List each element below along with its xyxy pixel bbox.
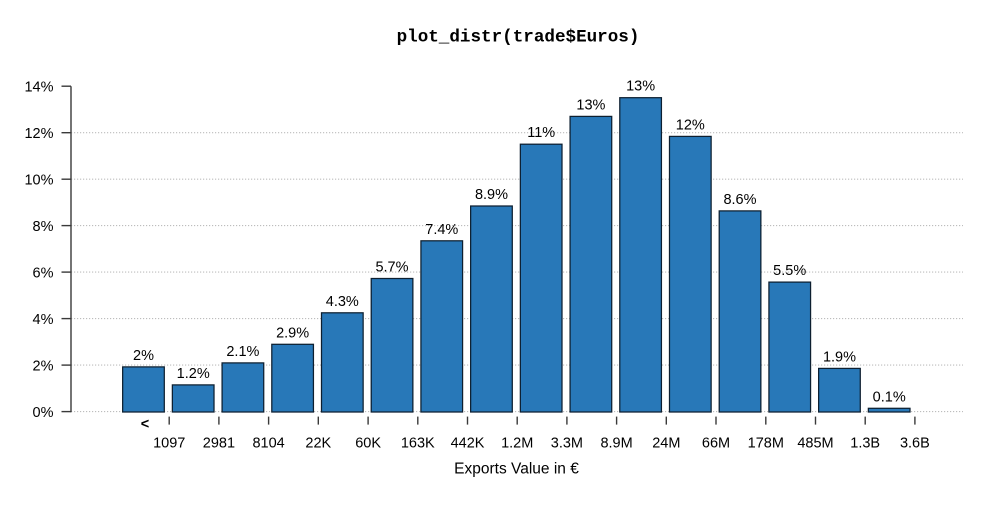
svg-text:2.1%: 2.1% [226, 344, 259, 360]
svg-text:4.3%: 4.3% [326, 294, 359, 310]
svg-text:1.2%: 1.2% [177, 366, 210, 382]
svg-text:1.9%: 1.9% [823, 349, 856, 365]
svg-text:14%: 14% [24, 79, 53, 95]
svg-text:1.2M: 1.2M [501, 436, 533, 452]
svg-text:12%: 12% [676, 117, 705, 133]
svg-text:8104: 8104 [252, 436, 284, 452]
svg-text:6%: 6% [33, 265, 54, 281]
svg-text:2.9%: 2.9% [276, 325, 309, 341]
svg-text:10%: 10% [24, 172, 53, 188]
svg-text:3.3M: 3.3M [551, 436, 583, 452]
svg-text:442K: 442K [451, 436, 485, 452]
svg-text:0%: 0% [33, 405, 54, 421]
svg-text:24M: 24M [652, 436, 680, 452]
svg-text:13%: 13% [576, 97, 605, 113]
svg-text:8.9%: 8.9% [475, 187, 508, 203]
svg-text:0.1%: 0.1% [873, 389, 906, 405]
svg-text:8.6%: 8.6% [723, 192, 756, 208]
svg-text:60K: 60K [355, 436, 381, 452]
svg-text:8.9M: 8.9M [600, 436, 632, 452]
svg-text:8%: 8% [33, 219, 54, 235]
svg-text:485M: 485M [797, 436, 833, 452]
svg-text:22K: 22K [305, 436, 331, 452]
svg-text:5.5%: 5.5% [773, 263, 806, 279]
svg-text:plot_distr(trade$Euros): plot_distr(trade$Euros) [397, 28, 640, 48]
svg-text:2%: 2% [133, 348, 154, 364]
svg-text:7.4%: 7.4% [425, 222, 458, 238]
svg-text:66M: 66M [702, 436, 730, 452]
svg-text:2981: 2981 [203, 436, 235, 452]
svg-text:11%: 11% [527, 125, 555, 141]
svg-text:<: < [141, 416, 149, 432]
svg-text:12%: 12% [24, 126, 53, 142]
svg-text:13%: 13% [626, 79, 655, 95]
svg-text:2%: 2% [33, 358, 54, 374]
svg-text:1097: 1097 [153, 436, 185, 452]
svg-text:178M: 178M [748, 436, 784, 452]
svg-text:Exports Value in €: Exports Value in € [454, 460, 579, 477]
svg-text:3.6B: 3.6B [900, 436, 930, 452]
svg-text:4%: 4% [33, 312, 54, 328]
svg-text:5.7%: 5.7% [375, 260, 408, 276]
svg-text:1.3B: 1.3B [850, 436, 880, 452]
svg-text:163K: 163K [401, 436, 435, 452]
